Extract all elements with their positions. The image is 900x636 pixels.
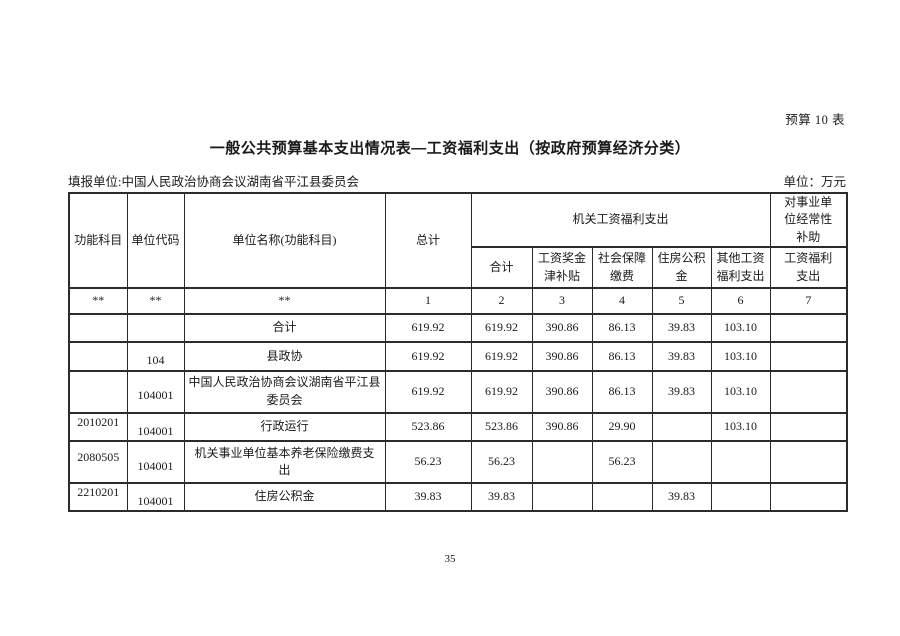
cell-unit-code: [126, 313, 185, 344]
cell-unit-code: 104001: [126, 481, 185, 513]
cell-housing-fund: 39.83: [651, 481, 712, 513]
index-cell: 4: [591, 287, 653, 316]
cell-subtotal: 523.86: [470, 411, 533, 442]
index-cell: 6: [710, 287, 771, 316]
cell-unit-name: 合计: [183, 313, 386, 344]
cell-function-code: [68, 313, 128, 344]
cell-unit-name: 县政协: [183, 341, 386, 372]
header-row-sub: 合计 工资奖金 津补贴 社会保障 缴费 住房公积 金 其他工资 福利支出 工资福…: [69, 246, 848, 290]
cell-total: 39.83: [384, 481, 472, 513]
cell-other-wage: [710, 481, 771, 513]
index-cell: 5: [651, 287, 712, 316]
cell-social-security: 29.90: [591, 411, 653, 442]
cell-total: 619.92: [384, 341, 472, 372]
cell-unit-code: 104001: [126, 369, 185, 414]
cell-housing-fund: [651, 411, 712, 442]
cell-wage-bonus: [531, 439, 593, 484]
cell-subsidy-wage: [769, 313, 848, 344]
cell-total: 523.86: [384, 411, 472, 442]
cell-subsidy-wage: [769, 369, 848, 414]
col-header-other-wage: 其他工资 福利支出: [710, 246, 771, 290]
cell-unit-code: 104001: [126, 439, 185, 484]
cell-subsidy-wage: [769, 439, 848, 484]
cell-subsidy-wage: [769, 481, 848, 513]
cell-wage-bonus: 390.86: [531, 341, 593, 372]
index-cell: 1: [384, 287, 472, 316]
cell-unit-code: 104: [126, 341, 185, 372]
cell-unit-name: 行政运行: [183, 411, 386, 442]
cell-social-security: 86.13: [591, 313, 653, 344]
cell-housing-fund: 39.83: [651, 369, 712, 414]
index-cell: **: [68, 287, 128, 316]
header-row-top: 功能科目 单位代码 单位名称(功能科目) 总计 机关工资福利支出 对事业单 位经…: [68, 191, 848, 290]
index-cell: 2: [470, 287, 533, 316]
table-row: 2210201 104001 住房公积金 39.83 39.83 39.83: [68, 481, 848, 513]
column-index-row: ** ** ** 1 2 3 4 5 6 7: [68, 287, 848, 316]
table-row: 合计 619.92 619.92 390.86 86.13 39.83 103.…: [68, 313, 848, 344]
cell-subtotal: 619.92: [470, 341, 533, 372]
form-number-label: 预算 10 表: [785, 113, 845, 127]
cell-subtotal: 619.92: [470, 313, 533, 344]
col-header-total: 总计: [384, 191, 472, 290]
cell-other-wage: 103.10: [710, 341, 771, 372]
cell-total: 56.23: [384, 439, 472, 484]
cell-function-code: 2210201: [68, 481, 128, 513]
cell-unit-code: 104001: [126, 411, 185, 442]
col-header-wage-bonus: 工资奖金 津补贴: [531, 246, 593, 290]
cell-wage-bonus: 390.86: [531, 369, 593, 414]
cell-subsidy-wage: [769, 411, 848, 442]
cell-function-code: [68, 369, 128, 414]
col-header-function-code: 功能科目: [68, 191, 128, 290]
cell-subtotal: 619.92: [470, 369, 533, 414]
page-number: 35: [444, 553, 456, 565]
unit-note-label: 单位：万元: [783, 175, 846, 189]
col-header-unit-name: 单位名称(功能科目): [183, 191, 386, 290]
col-header-subtotal: 合计: [470, 246, 533, 290]
cell-function-code: [68, 341, 128, 372]
cell-other-wage: 103.10: [710, 313, 771, 344]
cell-function-code: 2080505: [68, 439, 128, 484]
col-header-housing-fund: 住房公积 金: [651, 246, 712, 290]
col-header-social-security: 社会保障 缴费: [591, 246, 653, 290]
index-cell: **: [183, 287, 386, 316]
budget-table: 功能科目 单位代码 单位名称(功能科目) 总计 机关工资福利支出 对事业单 位经…: [68, 191, 849, 513]
cell-housing-fund: 39.83: [651, 313, 712, 344]
col-header-subsidy-wage: 工资福利 支出: [769, 246, 848, 290]
cell-housing-fund: [651, 439, 712, 484]
cell-other-wage: 103.10: [710, 369, 771, 414]
cell-housing-fund: 39.83: [651, 341, 712, 372]
cell-subsidy-wage: [769, 341, 848, 372]
cell-wage-bonus: [531, 481, 593, 513]
cell-wage-bonus: 390.86: [531, 313, 593, 344]
cell-total: 619.92: [384, 313, 472, 344]
reporting-unit-label: 填报单位:中国人民政治协商会议湖南省平江县委员会: [68, 175, 359, 189]
cell-other-wage: [710, 439, 771, 484]
index-cell: **: [126, 287, 185, 316]
cell-function-code: 2010201: [68, 411, 128, 442]
page-title: 一般公共预算基本支出情况表—工资福利支出（按政府预算经济分类）: [209, 140, 691, 157]
col-header-unit-code: 单位代码: [126, 191, 185, 290]
table-row: 104 县政协 619.92 619.92 390.86 86.13 39.83…: [68, 341, 848, 372]
meta-row: 填报单位:中国人民政治协商会议湖南省平江县委员会 单位：万元: [68, 171, 846, 190]
col-group-agency-wage-welfare: 机关工资福利支出: [470, 191, 771, 249]
cell-other-wage: 103.10: [710, 411, 771, 442]
cell-subtotal: 56.23: [470, 439, 533, 484]
cell-social-security: [591, 481, 653, 513]
col-group-institution-subsidy: 对事业单 位经常性 补助: [769, 191, 848, 249]
index-cell: 3: [531, 287, 593, 316]
index-cell: 7: [769, 287, 848, 316]
cell-wage-bonus: 390.86: [531, 411, 593, 442]
cell-social-security: 56.23: [591, 439, 653, 484]
table-row: 2080505 104001 机关事业单位基本养老保险缴费支 出 56.23 5…: [68, 439, 848, 484]
cell-subtotal: 39.83: [470, 481, 533, 513]
cell-social-security: 86.13: [591, 341, 653, 372]
cell-unit-name: 中国人民政治协商会议湖南省平江县 委员会: [183, 369, 386, 414]
cell-unit-name: 住房公积金: [183, 481, 386, 513]
table-row: 2010201 104001 行政运行 523.86 523.86 390.86…: [68, 411, 848, 442]
cell-total: 619.92: [384, 369, 472, 414]
cell-unit-name: 机关事业单位基本养老保险缴费支 出: [183, 439, 386, 484]
cell-social-security: 86.13: [591, 369, 653, 414]
table-row: 104001 中国人民政治协商会议湖南省平江县 委员会 619.92 619.9…: [68, 369, 848, 414]
